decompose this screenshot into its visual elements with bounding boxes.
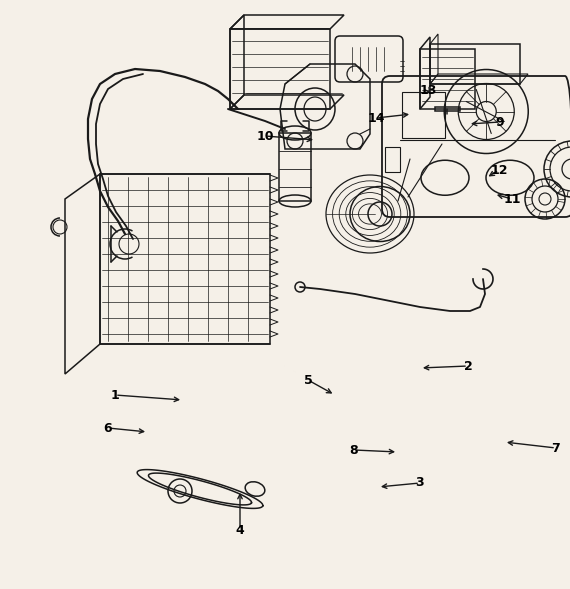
Text: 14: 14 [367, 111, 385, 124]
Text: 7: 7 [552, 442, 560, 455]
Text: 13: 13 [420, 84, 437, 97]
Text: 5: 5 [304, 373, 312, 386]
Text: 2: 2 [463, 359, 473, 372]
Text: 9: 9 [496, 115, 504, 128]
Text: 10: 10 [256, 130, 274, 143]
Text: 1: 1 [111, 389, 119, 402]
Text: 8: 8 [349, 444, 359, 456]
Text: 11: 11 [503, 193, 521, 206]
Text: 3: 3 [416, 477, 424, 489]
Text: 12: 12 [490, 164, 508, 177]
Bar [279, 133, 311, 201]
Text: 6: 6 [104, 422, 112, 435]
Text: 4: 4 [235, 524, 245, 537]
